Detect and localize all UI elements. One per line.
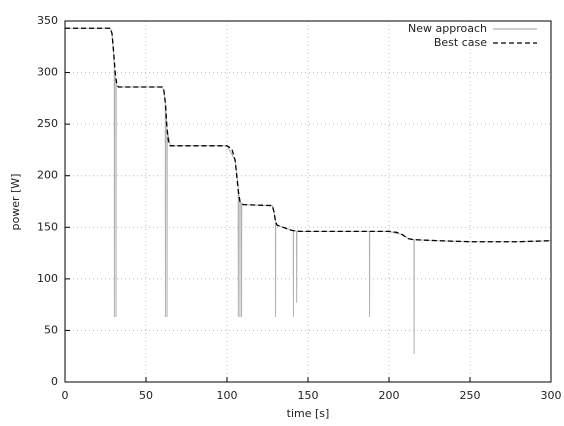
y-tick-label: 50 xyxy=(44,323,58,336)
y-tick-label: 350 xyxy=(37,14,58,27)
x-axis-label: time [s] xyxy=(287,407,330,420)
y-tick-label: 150 xyxy=(37,220,58,233)
legend-label: Best case xyxy=(434,36,487,49)
plot-frame xyxy=(64,20,552,383)
x-tick-label: 0 xyxy=(62,389,69,402)
y-tick-label: 100 xyxy=(37,272,58,285)
x-tick-label: 50 xyxy=(139,389,153,402)
x-tick-label: 200 xyxy=(379,389,400,402)
y-tick-label: 300 xyxy=(37,66,58,79)
x-tick-label: 150 xyxy=(298,389,319,402)
y-tick-label: 250 xyxy=(37,117,58,130)
x-tick-label: 250 xyxy=(460,389,481,402)
x-tick-label: 100 xyxy=(217,389,238,402)
y-axis-label: power [W] xyxy=(9,174,22,231)
y-tick-label: 0 xyxy=(51,375,58,388)
y-tick-label: 200 xyxy=(37,169,58,182)
series-line xyxy=(65,27,552,243)
legend-label: New approach xyxy=(408,22,487,35)
x-tick-label: 300 xyxy=(541,389,562,402)
